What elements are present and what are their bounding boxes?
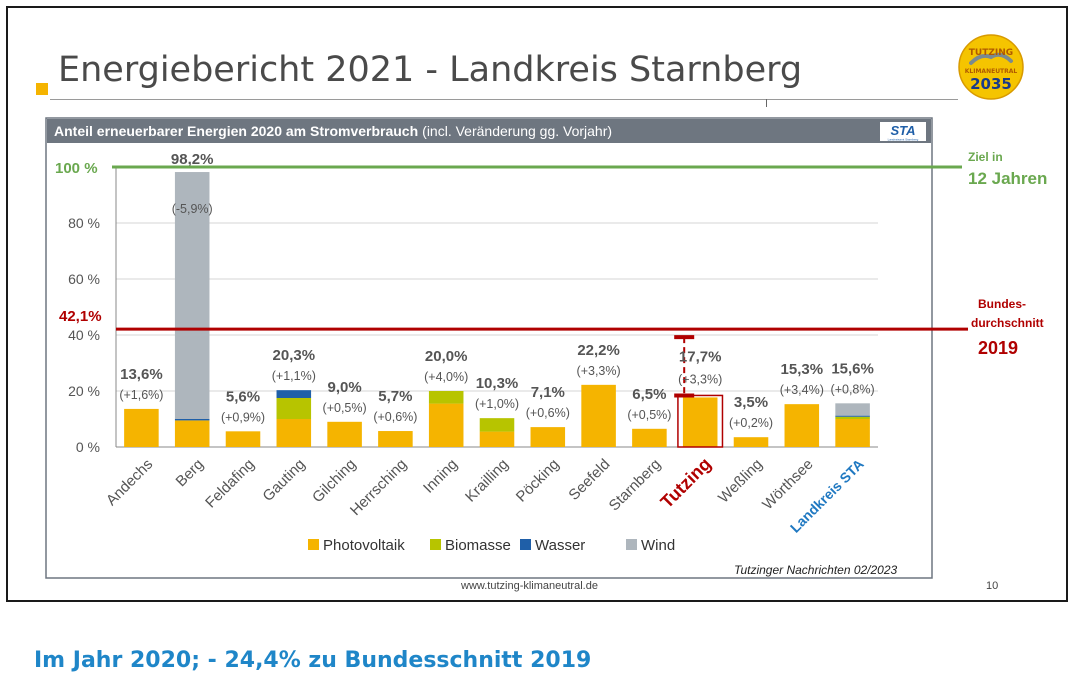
data-label-change: (+0,6%) <box>373 410 417 424</box>
chart-header-bar <box>47 119 931 143</box>
national-label-right-3: 2019 <box>978 338 1018 358</box>
source-note: Tutzinger Nachrichten 02/2023 <box>734 563 898 577</box>
data-label-change: (+1,6%) <box>119 388 163 402</box>
data-label-total: 15,3% <box>781 361 824 378</box>
bar-segment-photovoltaik <box>327 421 362 447</box>
data-label-change: (+0,5%) <box>627 408 671 422</box>
national-label-right-2: durchschnitt <box>971 316 1044 330</box>
data-label-change: (+3,3%) <box>678 372 722 386</box>
data-label-change: (+1,1%) <box>272 369 316 383</box>
bar-segment-photovoltaik <box>530 427 566 447</box>
bar-segment-photovoltaik <box>378 431 413 447</box>
tutzing-highlight-box <box>677 394 724 448</box>
data-label-change: (+4,0%) <box>424 370 468 384</box>
bar-segment-photovoltaik <box>225 431 261 447</box>
bar-segment-photovoltaik <box>784 404 820 447</box>
bar-segment-biomasse <box>835 416 870 419</box>
data-label-total: 10,3% <box>476 375 519 392</box>
legend-swatch <box>308 539 319 550</box>
data-label-change: (-5,9%) <box>172 202 213 216</box>
data-label-change: (+0,5%) <box>323 401 367 415</box>
legend-label: Wind <box>641 537 675 554</box>
goal-label-right-2: 12 Jahren <box>968 169 1047 188</box>
labels-layer: 13,6% (+1,6%) 98,2% (-5,9%) 5,6% (+0,9%) 20,3%… <box>119 151 874 430</box>
bar-segment-biomasse <box>428 391 464 404</box>
y-tick-label: 0 % <box>76 439 100 455</box>
bottom-caption: Im Jahr 2020; - 24,4% zu Bundesschnitt 2… <box>34 648 592 673</box>
bar-segment-wasser <box>174 419 210 421</box>
bar-segment-photovoltaik <box>479 431 515 447</box>
bar-segment-photovoltaik <box>632 428 667 447</box>
data-label-change: (+0,6%) <box>526 406 570 420</box>
logo-line2: KLIMANEUTRAL <box>965 68 1018 75</box>
slide-title: Energiebericht 2021 - Landkreis Starnber… <box>58 50 803 90</box>
title-accent-square <box>36 83 48 95</box>
y-tick-label: 20 % <box>68 383 100 399</box>
data-label-change: (+0,8%) <box>831 382 875 396</box>
title-tick-mark <box>766 99 767 107</box>
legend-swatch <box>520 539 531 550</box>
data-label-change: (+3,4%) <box>780 383 824 397</box>
legend-swatch <box>626 539 637 550</box>
bar-segment-photovoltaik <box>276 419 312 447</box>
data-label-total: 13,6% <box>120 366 163 383</box>
data-label-total: 20,3% <box>273 347 316 364</box>
data-label-total: 20,0% <box>425 348 468 365</box>
bar-segment-wind <box>835 403 870 416</box>
bar-segment-wasser <box>835 415 870 417</box>
chart-header-bold: Anteil erneuerbarer Energien 2020 am Str… <box>54 123 418 139</box>
bar-segment-biomasse <box>276 398 312 419</box>
logo-year: 2035 <box>970 75 1012 93</box>
y-tick-label: 60 % <box>68 271 100 287</box>
bar-segment-photovoltaik <box>124 408 159 447</box>
data-label-change: (+0,9%) <box>221 410 265 424</box>
data-label-total: 98,2% <box>171 151 214 168</box>
y-tick-label: 40 % <box>68 327 100 343</box>
bar-segment-photovoltaik <box>174 420 210 447</box>
bar-segment-photovoltaik <box>428 403 464 447</box>
footer-url: www.tutzing-klimaneutral.de <box>461 580 598 592</box>
data-label-total: 15,6% <box>831 360 874 377</box>
national-label-right-1: Bundes- <box>978 297 1026 311</box>
logo-line1: TUTZING <box>969 48 1013 58</box>
goal-label-left: 100 % <box>55 160 98 177</box>
reference-lines: 100 % Ziel in 12 Jahren 42,1% Bundes-durchsc… <box>55 150 1047 358</box>
data-label-total: 17,7% <box>679 348 722 365</box>
page-number: 10 <box>986 580 999 592</box>
data-label-total: 5,7% <box>378 388 412 405</box>
data-label-total: 22,2% <box>577 342 620 359</box>
data-label-change: (+3,3%) <box>577 364 621 378</box>
sta-badge-text: STA <box>890 123 915 138</box>
data-label-total: 5,6% <box>226 388 260 405</box>
title-underline <box>50 99 958 100</box>
data-label-total: 6,5% <box>632 386 666 403</box>
tutzing-klimaneutral-logo: TUTZING KLIMANEUTRAL 2035 <box>958 34 1024 100</box>
legend-label: Biomasse <box>445 537 511 554</box>
bar-segment-wasser <box>276 390 312 398</box>
legend-swatch <box>430 539 441 550</box>
bar-segment-photovoltaik <box>835 419 870 447</box>
bars-layer <box>124 172 870 448</box>
renewables-chart: Anteil erneuerbarer Energien 2020 am Str… <box>45 117 1047 579</box>
sta-badge <box>880 122 926 141</box>
legend: Photovoltaik Biomasse Wasser Wind <box>308 537 675 554</box>
national-label-left: 42,1% <box>59 308 102 325</box>
sta-badge-sub: Landratsamt Starnberg <box>888 138 919 142</box>
legend-label: Wasser <box>535 537 585 554</box>
bar-segment-photovoltaik <box>581 384 616 447</box>
data-label-total: 7,1% <box>531 384 565 401</box>
legend-label: Photovoltaik <box>323 537 405 554</box>
chart-header-rest: (incl. Veränderung gg. Vorjahr) <box>422 123 612 139</box>
data-label-total: 3,5% <box>734 394 768 411</box>
y-tick-label: 80 % <box>68 215 100 231</box>
data-label-change: (+0,2%) <box>729 416 773 430</box>
bar-segment-photovoltaik <box>682 397 718 447</box>
chart-header-text: Anteil erneuerbarer Energien 2020 am Str… <box>54 123 612 139</box>
bar-segment-wind <box>174 172 210 419</box>
goal-label-right-1: Ziel in <box>968 150 1003 164</box>
bar-segment-biomasse <box>479 418 515 432</box>
data-label-change: (+1,0%) <box>475 397 519 411</box>
bar-segment-photovoltaik <box>733 437 769 447</box>
data-label-total: 9,0% <box>327 379 361 396</box>
